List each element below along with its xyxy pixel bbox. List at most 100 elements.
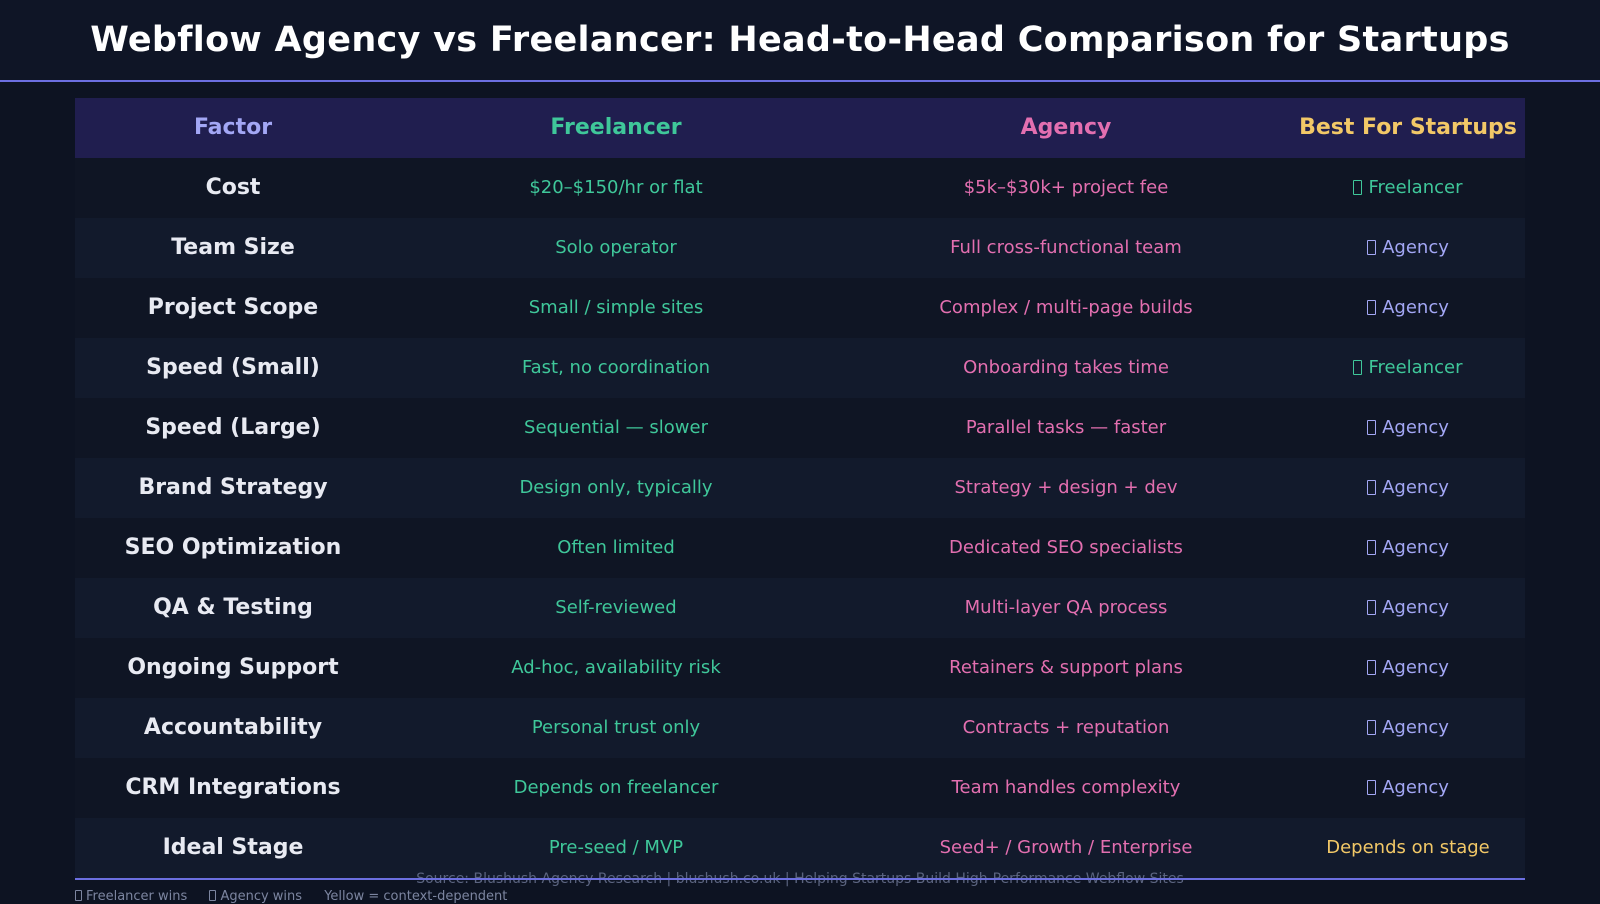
legend-label-freelancer: Freelancer wins	[86, 889, 188, 904]
agency-cell: Dedicated SEO specialists	[949, 537, 1183, 558]
factor-cell: Speed (Small)	[146, 355, 320, 380]
legend-label-agency: Agency wins	[220, 889, 303, 904]
freelancer-cell: Pre-seed / MVP	[548, 837, 684, 858]
best-for-startups-label: Freelancer	[1368, 357, 1463, 378]
box-glyph-icon	[1367, 240, 1377, 255]
factor-cell: Ongoing Support	[127, 655, 339, 680]
factor-cell: Team Size	[171, 235, 295, 260]
freelancer-cell: Depends on freelancer	[513, 777, 719, 798]
agency-cell: $5k–$30k+ project fee	[963, 177, 1169, 198]
freelancer-cell: Fast, no coordination	[521, 357, 711, 378]
best-for-startups-cell: Agency	[1291, 278, 1525, 338]
best-for-startups-cell: Depends on stage	[1291, 818, 1525, 878]
best-for-startups-cell: Agency	[1291, 758, 1525, 818]
freelancer-cell: Self-reviewed	[555, 597, 677, 618]
freelancer-cell: Solo operator	[555, 237, 677, 258]
best-for-startups-label: Agency	[1382, 597, 1449, 618]
agency-cell: Parallel tasks — faster	[965, 417, 1167, 438]
best-for-startups-cell: Agency	[1291, 398, 1525, 458]
table-row: Ongoing Support Ad-hoc, availability risk…	[75, 638, 1525, 698]
factor-cell: QA & Testing	[153, 595, 313, 620]
table-row: Ideal Stage Pre-seed / MVP Seed+ / Growth …	[75, 818, 1525, 878]
box-glyph-icon	[1353, 360, 1363, 375]
best-for-startups-label: Agency	[1382, 477, 1449, 498]
best-for-startups-cell: Agency	[1291, 518, 1525, 578]
best-for-startups-cell: Freelancer	[1291, 158, 1525, 218]
page-title: Webflow Agency vs Freelancer: Head-to-He…	[90, 20, 1510, 60]
agency-cell: Retainers & support plans	[949, 657, 1183, 678]
best-for-startups-label: Depends on stage	[1326, 837, 1490, 858]
table-row: Cost $20–$150/hr or flat $5k–$30k+ project…	[75, 158, 1525, 218]
best-for-startups-cell: Agency	[1291, 458, 1525, 518]
table-row: CRM Integrations Depends on freelancer Tea…	[75, 758, 1525, 818]
box-glyph-icon	[1367, 780, 1377, 795]
table-row: Team Size Solo operator Full cross-functio…	[75, 218, 1525, 278]
factor-cell: CRM Integrations	[125, 775, 341, 800]
freelancer-cell: Personal trust only	[531, 717, 701, 738]
box-glyph-icon	[1367, 480, 1377, 495]
legend-item-agency: Agency wins	[209, 889, 302, 904]
box-glyph-icon	[75, 890, 82, 901]
title-bar: Webflow Agency vs Freelancer: Head-to-He…	[0, 0, 1600, 82]
agency-cell: Seed+ / Growth / Enterprise	[939, 837, 1193, 858]
table-row: Project Scope Small / simple sites Complex…	[75, 278, 1525, 338]
factor-cell: Speed (Large)	[145, 415, 321, 440]
box-glyph-icon	[1367, 720, 1377, 735]
agency-cell: Onboarding takes time	[963, 357, 1169, 378]
freelancer-cell: Ad-hoc, availability risk	[511, 657, 721, 678]
best-for-startups-cell: Agency	[1291, 218, 1525, 278]
box-glyph-icon	[1367, 300, 1377, 315]
factor-cell: Accountability	[143, 715, 323, 740]
agency-cell: Strategy + design + dev	[954, 477, 1178, 498]
table-row: Accountability Personal trust only Contrac…	[75, 698, 1525, 758]
best-for-startups-label: Agency	[1382, 777, 1449, 798]
column-header-factor: Factor	[193, 115, 273, 140]
best-for-startups-label: Agency	[1382, 237, 1449, 258]
comparison-table: Factor Freelancer Agency Best For Startu…	[75, 98, 1525, 878]
agency-cell: Contracts + reputation	[962, 717, 1170, 738]
column-header-freelancer: Freelancer	[550, 115, 682, 140]
box-glyph-icon	[1367, 420, 1377, 435]
box-glyph-icon	[1367, 600, 1377, 615]
best-for-startups-label: Agency	[1382, 297, 1449, 318]
table-row: Brand Strategy Design only, typically Stra…	[75, 458, 1525, 518]
freelancer-cell: Often limited	[557, 537, 675, 558]
best-for-startups-label: Agency	[1382, 657, 1449, 678]
table-row: SEO Optimization Often limited Dedicated S…	[75, 518, 1525, 578]
freelancer-cell: Small / simple sites	[528, 297, 704, 318]
box-glyph-icon	[1353, 180, 1363, 195]
column-header-agency: Agency	[1020, 115, 1112, 140]
best-for-startups-cell: Agency	[1291, 638, 1525, 698]
agency-cell: Complex / multi-page builds	[939, 297, 1193, 318]
freelancer-cell: $20–$150/hr or flat	[529, 177, 703, 198]
best-for-startups-label: Agency	[1382, 717, 1449, 738]
factor-cell: Cost	[205, 175, 261, 200]
legend-item-context: Yellow = context-dependent	[324, 889, 507, 904]
legend: Freelancer wins Agency wins Yellow = con…	[75, 889, 525, 904]
legend-label-context: Yellow = context-dependent	[324, 889, 508, 904]
agency-cell: Team handles complexity	[951, 777, 1181, 798]
best-for-startups-label: Agency	[1382, 537, 1449, 558]
agency-cell: Full cross-functional team	[950, 237, 1182, 258]
box-glyph-icon	[209, 890, 217, 901]
table-row: QA & Testing Self-reviewed Multi-layer QA …	[75, 578, 1525, 638]
agency-cell: Multi-layer QA process	[964, 597, 1168, 618]
best-for-startups-cell: Agency	[1291, 578, 1525, 638]
best-for-startups-cell: Agency	[1291, 698, 1525, 758]
box-glyph-icon	[1367, 540, 1377, 555]
freelancer-cell: Sequential — slower	[524, 417, 708, 438]
factor-cell: SEO Optimization	[124, 535, 342, 560]
table-header-row: Factor Freelancer Agency Best For Startu…	[75, 98, 1525, 158]
best-for-startups-cell: Freelancer	[1291, 338, 1525, 398]
column-header-best-for-startups: Best For Startups	[1299, 115, 1517, 140]
table-body: Cost $20–$150/hr or flat $5k–$30k+ project…	[75, 158, 1525, 878]
table-row: Speed (Small) Fast, no coordination Onboar…	[75, 338, 1525, 398]
factor-cell: Ideal Stage	[162, 835, 304, 860]
box-glyph-icon	[1367, 660, 1377, 675]
table-row: Speed (Large) Sequential — slower Parallel…	[75, 398, 1525, 458]
footer-divider	[75, 878, 1525, 880]
freelancer-cell: Design only, typically	[519, 477, 713, 498]
factor-cell: Project Scope	[147, 295, 319, 320]
legend-item-freelancer: Freelancer wins	[75, 889, 187, 904]
best-for-startups-label: Freelancer	[1368, 177, 1463, 198]
